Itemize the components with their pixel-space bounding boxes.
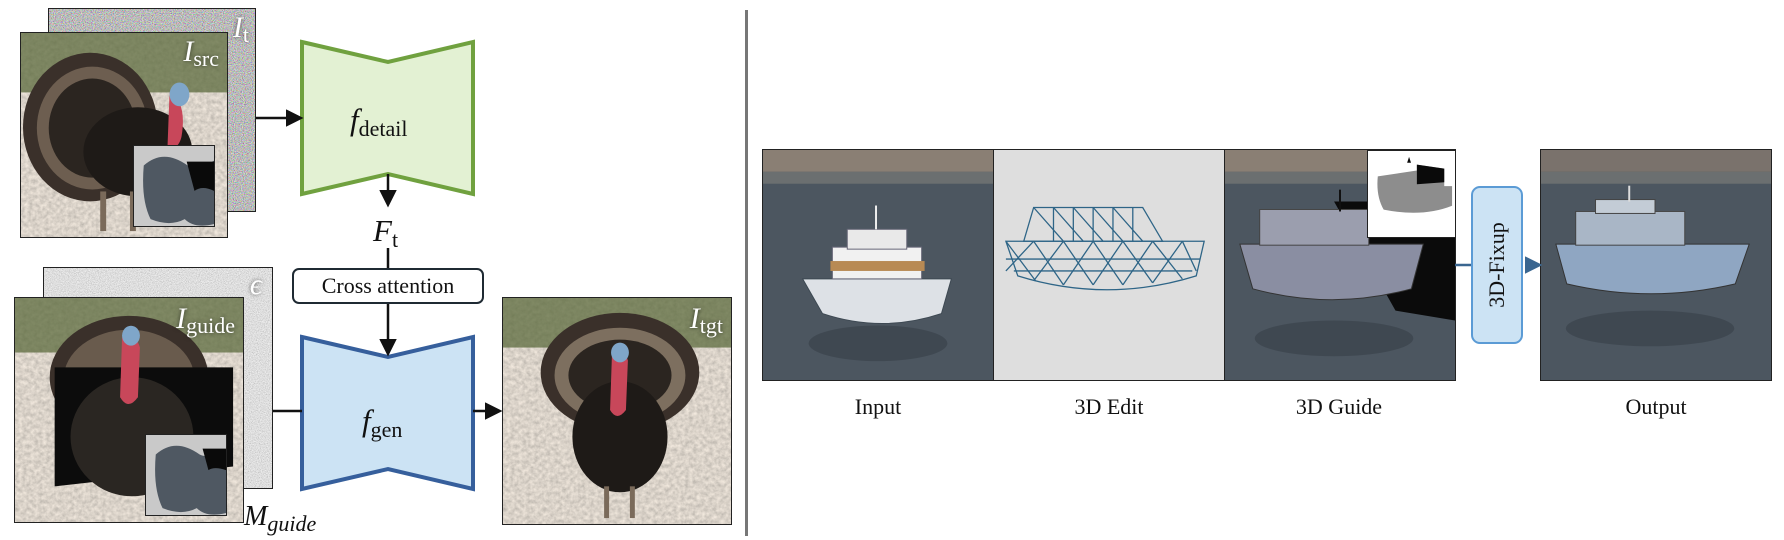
fixup-connectors bbox=[1455, 256, 1543, 274]
caption-input: Input bbox=[854, 394, 902, 419]
guide-mask-thumbnail bbox=[145, 434, 227, 516]
detail-network-label: fdetail bbox=[350, 104, 408, 140]
epsilon-label: ϵ bbox=[249, 268, 262, 301]
turkey-guide-illustration bbox=[15, 298, 243, 522]
gen-network-label: fgen bbox=[362, 405, 402, 441]
source-label-main: I bbox=[183, 35, 194, 68]
guide-mask-inset bbox=[1367, 150, 1455, 238]
guide-3d-image bbox=[1224, 149, 1456, 381]
guide-image-iguide: Iguide bbox=[14, 297, 244, 523]
mask-label-sub: guide bbox=[267, 511, 317, 536]
panel-divider bbox=[745, 10, 748, 536]
mask-guide-label: Mguide bbox=[244, 503, 316, 535]
pipeline-connectors bbox=[256, 39, 503, 492]
output-boat-illustration bbox=[1541, 150, 1771, 380]
noise-label-main: I bbox=[232, 11, 243, 44]
cross-attention-label: Cross attention bbox=[321, 273, 455, 298]
noise-label-sub: t bbox=[242, 22, 249, 47]
edit-3d-image bbox=[993, 149, 1225, 381]
detail-label-sub: detail bbox=[358, 116, 408, 141]
feature-label-sub: t bbox=[391, 227, 399, 252]
mask-label-main: M bbox=[244, 501, 268, 532]
detail-label-main: f bbox=[350, 102, 359, 137]
cross-attention-box: Cross attention bbox=[292, 268, 484, 304]
source-image-label: Isrc bbox=[183, 37, 219, 70]
fixup-label: 3D-Fixup bbox=[1484, 222, 1509, 308]
guide-boat-illustration bbox=[1225, 150, 1455, 380]
output-boat-image bbox=[1540, 149, 1772, 381]
noise-image-label: It bbox=[233, 13, 249, 46]
source-mask-thumbnail bbox=[133, 145, 215, 227]
source-mask-shape bbox=[143, 156, 214, 226]
target-label-main: I bbox=[689, 302, 700, 335]
wireframe-boat-illustration bbox=[994, 150, 1224, 380]
feature-label: Ft bbox=[373, 215, 398, 251]
gen-label-main: f bbox=[362, 403, 371, 438]
target-image-itgt: Itgt bbox=[502, 297, 732, 525]
input-boat-image bbox=[762, 149, 994, 381]
target-label-sub: tgt bbox=[699, 313, 723, 338]
source-image-isrc: Isrc bbox=[20, 32, 228, 238]
feature-label-main: F bbox=[373, 213, 392, 248]
detail-network-shape bbox=[300, 39, 475, 197]
source-label-sub: src bbox=[193, 46, 219, 71]
guide-label-sub: guide bbox=[186, 313, 235, 338]
input-boat-illustration bbox=[763, 150, 993, 380]
caption-guide: 3D Guide bbox=[1295, 394, 1383, 419]
guide-mask-shape bbox=[155, 445, 226, 515]
guide-label-main: I bbox=[176, 302, 187, 335]
target-image-label: Itgt bbox=[690, 304, 723, 337]
turkey-target-illustration bbox=[503, 298, 731, 524]
gen-label-sub: gen bbox=[370, 417, 403, 442]
gen-network-shape bbox=[300, 334, 475, 492]
fixup-box: 3D-Fixup bbox=[1471, 186, 1523, 344]
caption-edit: 3D Edit bbox=[1074, 394, 1144, 419]
guide-mask-inset-shape bbox=[1377, 156, 1453, 213]
caption-output: Output bbox=[1625, 394, 1687, 419]
guide-image-label: Iguide bbox=[176, 304, 235, 337]
